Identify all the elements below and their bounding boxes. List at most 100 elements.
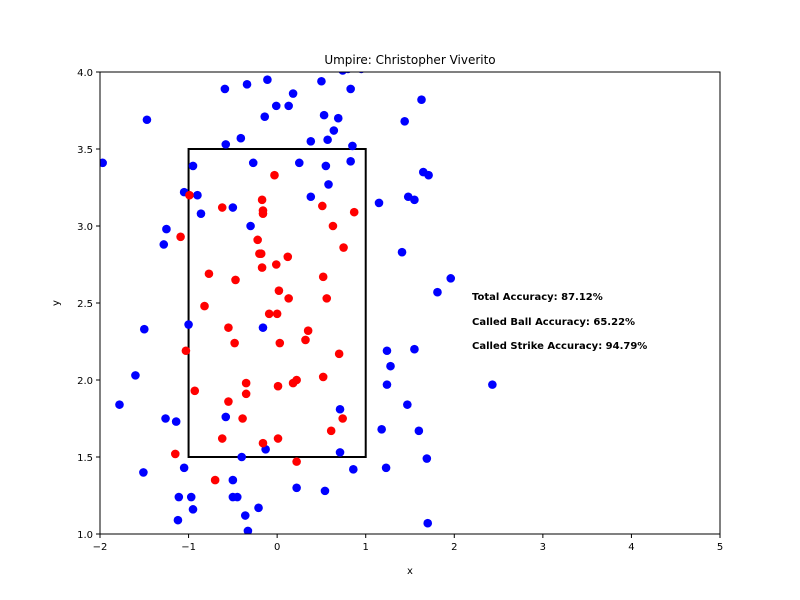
y-tick-label: 1.0	[77, 530, 93, 541]
scatter-point-s0-67	[433, 287, 442, 297]
scatter-point-s0-0	[100, 158, 107, 168]
scatter-point-s0-20	[220, 84, 230, 94]
scatter-point-s0-50	[324, 180, 333, 189]
scatter-point-s1-22	[258, 209, 268, 218]
scatter-point-s1-48	[338, 414, 347, 423]
scatter-point-s0-23	[242, 80, 252, 89]
scatter-point-s0-83	[320, 486, 330, 496]
scatter-point-s0-44	[317, 76, 326, 86]
scatter-point-s0-53	[348, 141, 357, 151]
scatter-point-s1-25	[264, 309, 274, 319]
scatter-point-s1-10	[224, 323, 233, 332]
scatter-point-s0-75	[422, 454, 432, 463]
scatter-point-s0-66	[446, 274, 456, 283]
scatter-point-s0-56	[338, 72, 347, 75]
scatter-point-s1-27	[271, 260, 281, 269]
scatter-point-s1-9	[217, 434, 227, 443]
scatter-point-s1-28	[274, 286, 284, 295]
scatter-point-s0-32	[258, 323, 268, 332]
scatter-point-s1-11	[230, 338, 239, 348]
scatter-point-s0-16	[188, 505, 198, 514]
scatter-point-s0-61	[424, 170, 433, 180]
scatter-point-s1-38	[301, 335, 310, 345]
scatter-point-s0-8	[161, 414, 170, 423]
scatter-point-s0-80	[335, 448, 345, 457]
scatter-point-s1-46	[339, 243, 348, 252]
y-axis-label: y	[51, 300, 62, 306]
scatter-point-s0-19	[196, 209, 206, 218]
scatter-point-s0-45	[319, 110, 329, 120]
y-tick-label: 3.5	[77, 145, 93, 156]
scatter-point-s1-26	[270, 170, 279, 180]
scatter-point-s0-47	[329, 126, 339, 135]
scatter-point-s0-59	[400, 116, 409, 126]
scatter-point-s1-47	[334, 349, 344, 359]
scatter-point-s1-49	[349, 207, 359, 217]
scatter-point-s0-52	[346, 157, 355, 166]
scatter-point-s0-27	[263, 75, 272, 84]
x-tick-label: 3	[540, 542, 546, 553]
scatter-point-s1-39	[303, 326, 313, 336]
scatter-point-s0-25	[246, 221, 255, 231]
scatter-point-s1-41	[318, 272, 328, 282]
scatter-point-s1-2	[181, 346, 191, 356]
scatter-point-s0-68	[382, 346, 392, 356]
scatter-point-s0-39	[240, 511, 250, 520]
y-tick-label: 1.5	[77, 453, 93, 464]
scatter-point-s0-17	[188, 161, 198, 171]
scatter-point-s0-70	[386, 361, 395, 371]
scatter-point-s0-34	[237, 452, 247, 462]
scatter-point-s0-72	[403, 400, 412, 409]
scatter-point-s0-82	[292, 483, 301, 493]
scatter-point-s1-4	[170, 449, 180, 459]
scatter-point-s0-11	[173, 515, 183, 525]
x-tick-label: 4	[628, 542, 634, 553]
scatter-point-s0-79	[335, 404, 345, 414]
scatter-point-s1-36	[292, 375, 301, 385]
scatter-point-s0-21	[221, 140, 231, 149]
y-tick-label: 4.0	[77, 68, 93, 79]
scatter-point-s1-6	[200, 301, 209, 311]
scatter-point-s1-29	[272, 309, 282, 319]
scatter-point-s1-31	[273, 381, 283, 391]
scatter-point-s0-64	[410, 195, 419, 205]
scatter-point-s0-78	[488, 380, 497, 389]
scatter-point-s0-4	[139, 324, 149, 334]
scatter-point-s1-37	[292, 457, 301, 466]
scatter-point-s0-43	[306, 137, 316, 146]
y-tick-label: 2.5	[77, 299, 93, 310]
strike-zone-rect	[187, 148, 367, 458]
scatter-point-s1-23	[257, 263, 267, 272]
y-tick-label: 2.0	[77, 376, 93, 387]
scatter-point-s0-49	[306, 192, 316, 202]
x-tick-label: −2	[93, 542, 108, 553]
scatter-point-s0-14	[179, 463, 189, 473]
scatter-point-s0-40	[243, 526, 253, 534]
scatter-point-s0-7	[159, 240, 169, 249]
accuracy-annotations: Total Accuracy: 87.12% Called Ball Accur…	[472, 292, 647, 352]
scatter-point-s1-30	[275, 338, 285, 348]
scatter-point-s0-6	[162, 224, 171, 234]
scatter-point-s0-3	[115, 400, 124, 409]
scatter-point-s1-33	[283, 252, 293, 262]
scatter-point-s0-62	[374, 198, 384, 208]
scatter-point-s1-43	[318, 372, 328, 382]
scatter-point-s0-9	[171, 417, 181, 426]
scatter-point-s1-7	[210, 475, 220, 485]
scatter-point-s0-28	[260, 112, 270, 121]
scatter-point-s0-24	[228, 203, 238, 212]
scatter-point-s0-71	[382, 380, 392, 389]
scatter-point-s0-42	[294, 158, 304, 168]
scatter-point-s1-42	[322, 294, 332, 303]
scatter-point-s1-32	[273, 434, 283, 443]
scatter-point-s1-17	[253, 235, 262, 245]
scatter-point-s1-24	[258, 438, 268, 448]
total-accuracy-text: Total Accuracy: 87.12%	[472, 292, 603, 303]
scatter-point-s0-30	[284, 101, 293, 111]
y-tick-label: 3.0	[77, 222, 93, 233]
scatter-point-s0-10	[174, 492, 184, 502]
scatter-point-s1-5	[204, 269, 214, 279]
scatter-point-s0-76	[381, 463, 391, 473]
